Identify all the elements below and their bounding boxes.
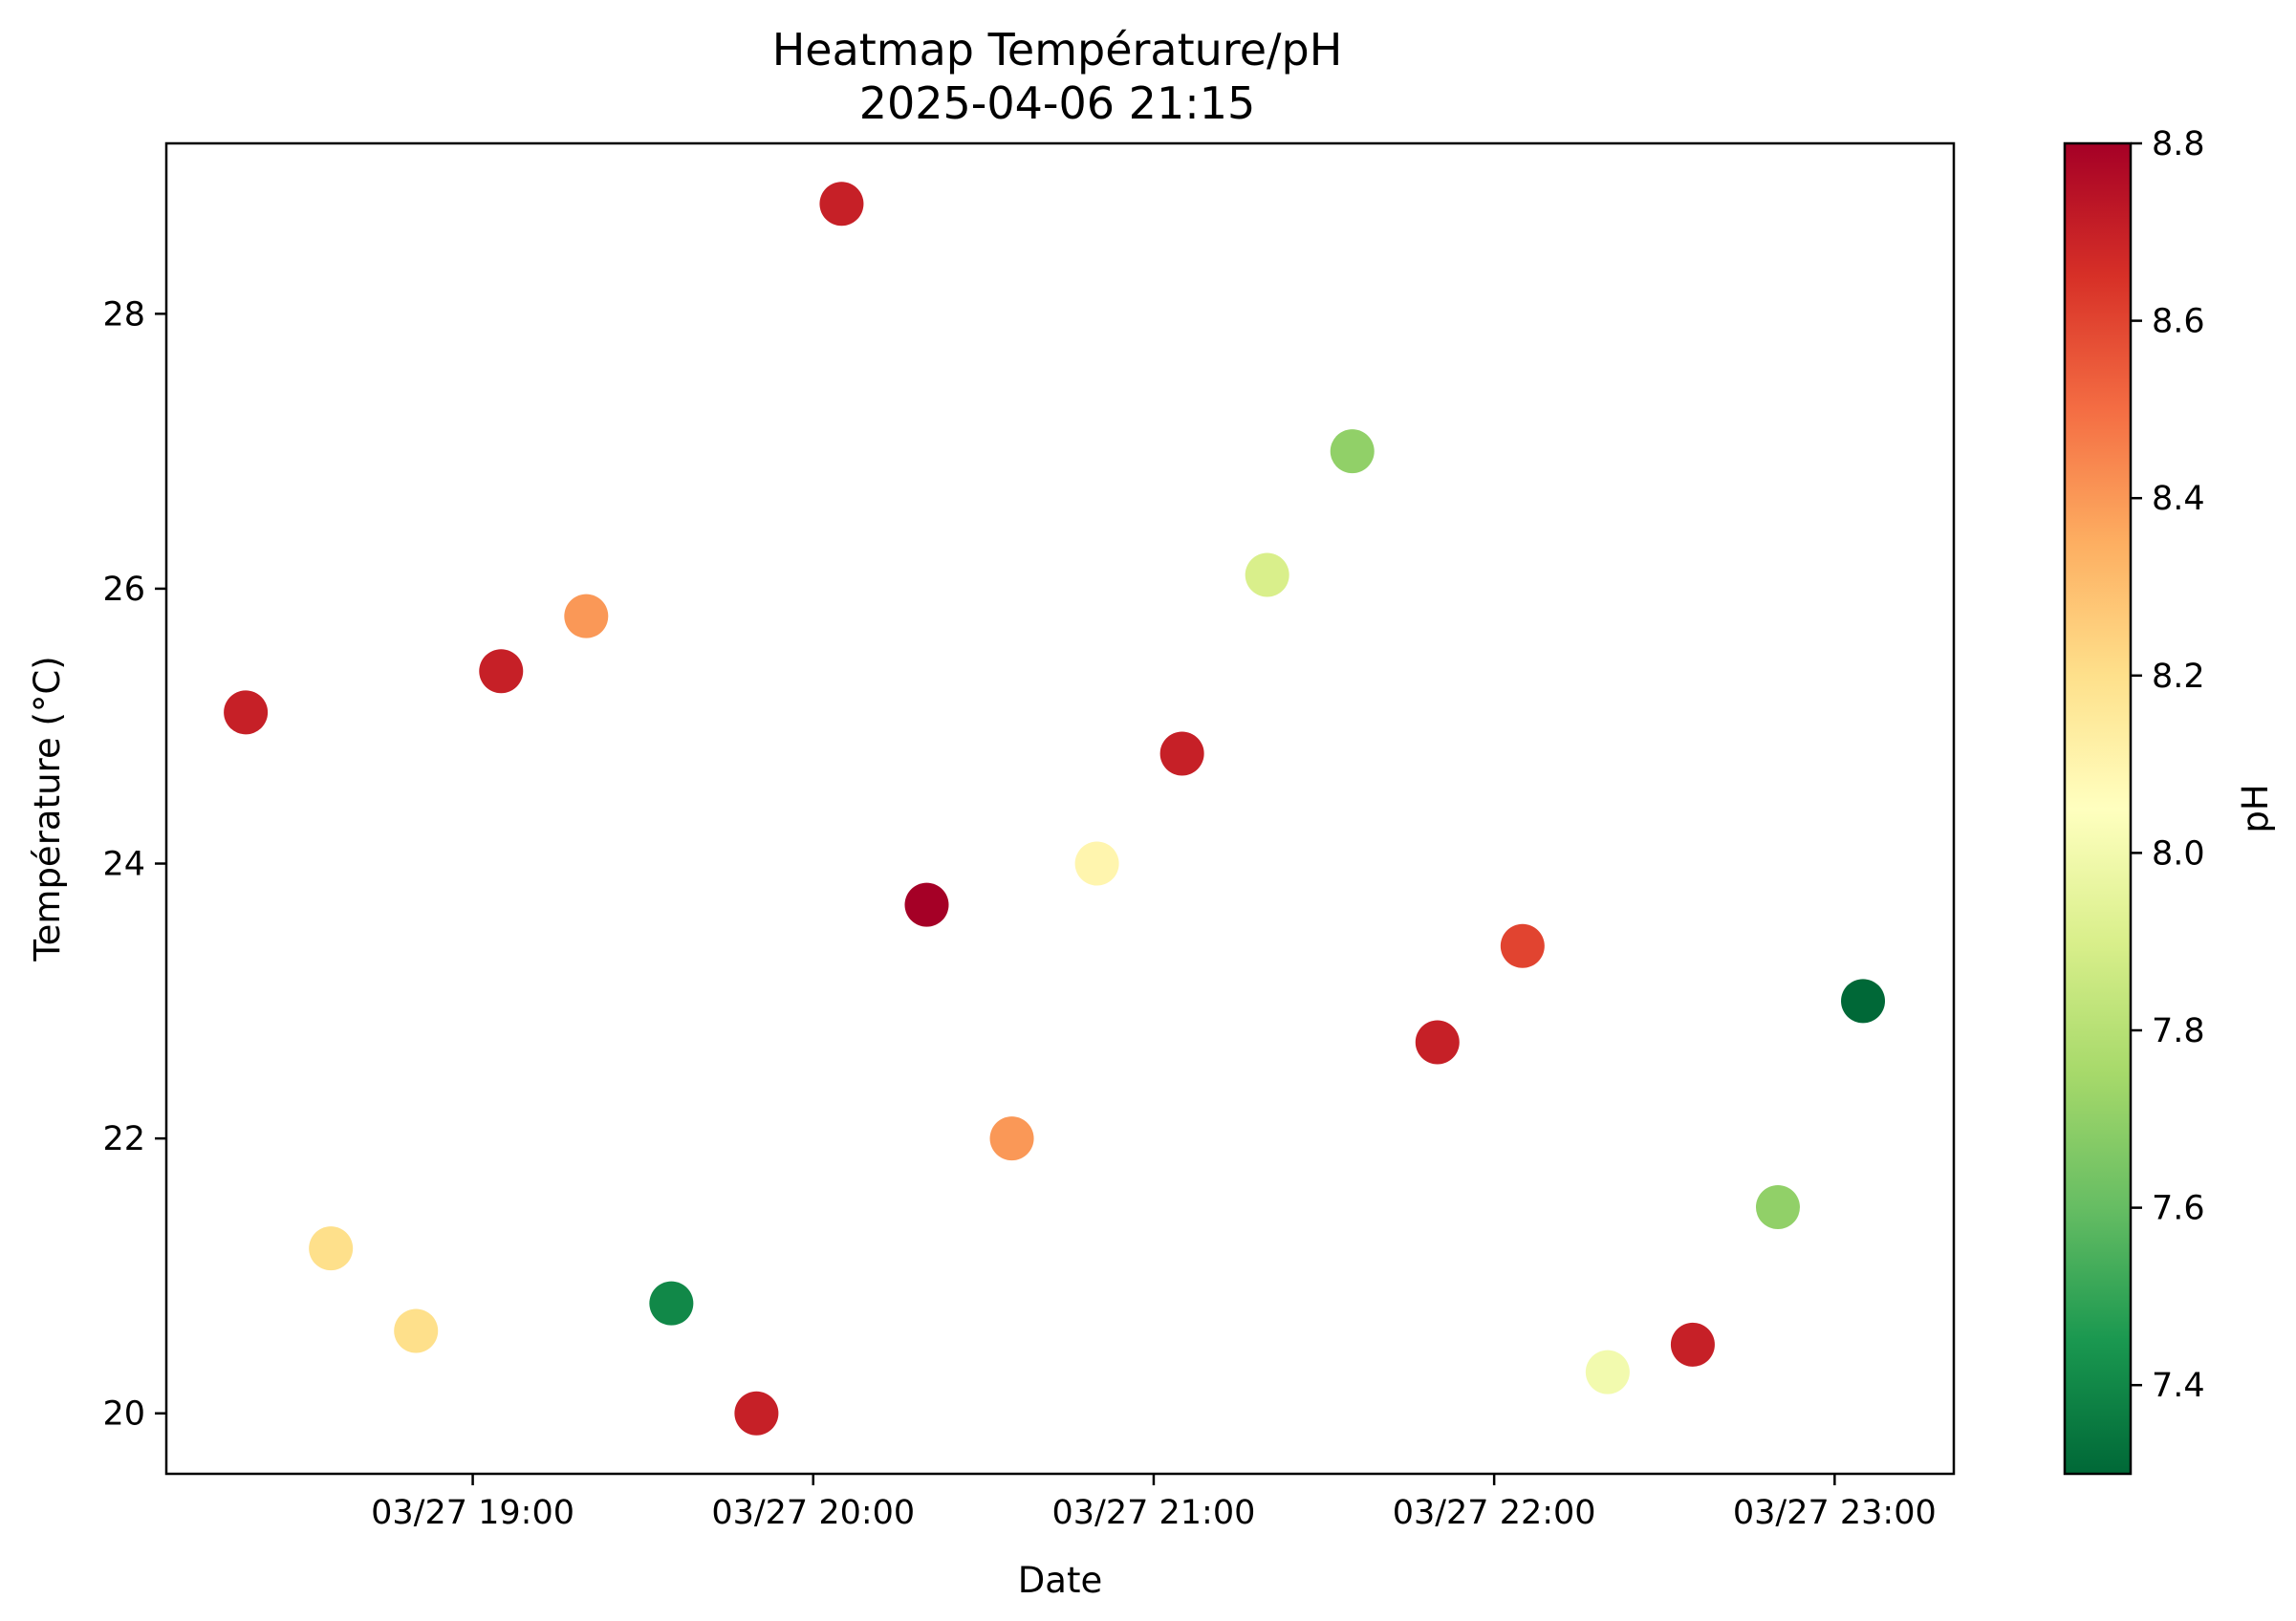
colorbar-tick-label: 8.6	[2152, 303, 2205, 341]
data-points	[224, 182, 1886, 1436]
y-tick-label: 28	[102, 295, 145, 334]
colorbar-label: pH	[2235, 784, 2276, 832]
data-point	[734, 1391, 779, 1436]
y-tick-label: 20	[102, 1395, 145, 1434]
y-tick-label: 24	[102, 846, 145, 884]
y-axis-ticks: 20 22 24 26 28	[102, 295, 166, 1434]
plot-frame	[164, 141, 1956, 1476]
data-point	[224, 690, 269, 735]
y-tick-label: 26	[102, 571, 145, 609]
data-point	[1841, 979, 1886, 1024]
data-point	[649, 1281, 694, 1326]
data-point	[1500, 923, 1545, 968]
x-tick-label: 03/27 21:00	[1052, 1494, 1256, 1532]
x-tick-label: 03/27 20:00	[711, 1494, 915, 1532]
data-point	[1330, 429, 1375, 474]
colorbar-tick-label: 7.4	[2152, 1367, 2205, 1405]
x-tick-label: 03/27 19:00	[371, 1494, 574, 1532]
y-tick-label: 22	[102, 1120, 145, 1158]
data-point	[1670, 1322, 1715, 1367]
x-tick-label: 03/27 23:00	[1733, 1494, 1937, 1532]
colorbar-tick-label: 7.8	[2152, 1012, 2205, 1050]
data-point	[904, 882, 949, 927]
data-point	[1245, 552, 1289, 597]
data-point	[1074, 841, 1119, 886]
chart-subtitle: 2025-04-06 21:15	[859, 77, 1256, 129]
data-point	[819, 182, 864, 227]
data-point	[1159, 731, 1204, 776]
chart-title: Heatmap Température/pH	[772, 24, 1343, 76]
colorbar-tick-label: 8.8	[2152, 125, 2205, 163]
x-axis-label: Date	[1018, 1560, 1102, 1601]
colorbar-tick-label: 8.0	[2152, 834, 2205, 873]
colorbar-ticks: 7.4 7.6 7.8 8.0 8.2 8.4 8.6 8.8	[2131, 125, 2205, 1405]
colorbar	[2063, 141, 2133, 1476]
x-axis-ticks: 03/27 19:00 03/27 20:00 03/27 21:00 03/27 2…	[371, 1474, 1937, 1532]
x-tick-label: 03/27 22:00	[1393, 1494, 1596, 1532]
data-point	[479, 649, 524, 694]
data-point	[1755, 1185, 1800, 1230]
data-point	[1415, 1020, 1460, 1065]
colorbar-tick-label: 8.2	[2152, 658, 2205, 696]
data-point	[309, 1226, 354, 1271]
data-point	[564, 594, 609, 638]
data-point	[394, 1308, 439, 1353]
y-axis-label: Température (°C)	[27, 656, 68, 962]
colorbar-tick-label: 8.4	[2152, 480, 2205, 518]
colorbar-tick-label: 7.6	[2152, 1190, 2205, 1228]
data-point	[1585, 1350, 1630, 1394]
data-point	[989, 1116, 1034, 1161]
